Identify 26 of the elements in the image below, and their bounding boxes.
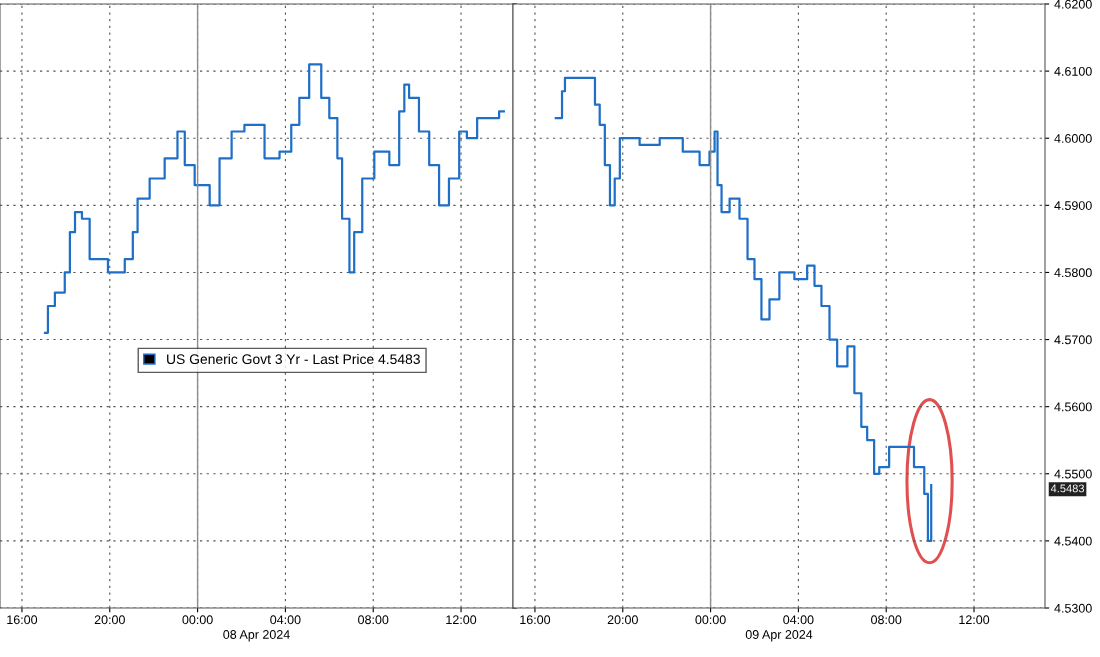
text: 08 Apr 2024 [223, 630, 290, 642]
x-tick-label: 20:00 [607, 615, 638, 625]
y-tick-label: 4.5900 [1054, 201, 1092, 210]
x-tick-label: 12:00 [959, 615, 990, 625]
x-tick-label: 20:00 [94, 615, 125, 625]
y-tick-label: 4.6200 [1054, 0, 1092, 9]
x-tick-label: 00:00 [695, 615, 726, 625]
y-tick-label: 4.5300 [1054, 603, 1092, 613]
y-tick-label: 4.5600 [1054, 402, 1092, 412]
x-tick-label: 08:00 [871, 615, 902, 625]
y-tick-label: 4.5500 [1054, 469, 1092, 479]
y-tick-label: 4.5800 [1054, 268, 1092, 278]
y-tick-label: 4.5700 [1054, 335, 1092, 345]
text: 4.5483 [1050, 484, 1085, 493]
x-tick-label: 04:00 [270, 615, 301, 625]
legend-label: US Generic Govt 3 Yr - Last Price 4.5483 [167, 353, 420, 365]
x-tick-label: 16:00 [520, 615, 551, 625]
x-tick-label: 00:00 [182, 615, 213, 625]
x-tick-label: 08:00 [358, 615, 389, 625]
y-tick-label: 4.5400 [1054, 536, 1092, 546]
y-tick-label: 4.6100 [1054, 66, 1092, 76]
x-tick-label: 16:00 [7, 615, 38, 625]
x-tick-label: 04:00 [783, 615, 814, 625]
text: 09 Apr 2024 [745, 630, 813, 642]
y-tick-label: 4.6000 [1054, 134, 1092, 143]
x-tick-label: 12:00 [446, 615, 477, 625]
